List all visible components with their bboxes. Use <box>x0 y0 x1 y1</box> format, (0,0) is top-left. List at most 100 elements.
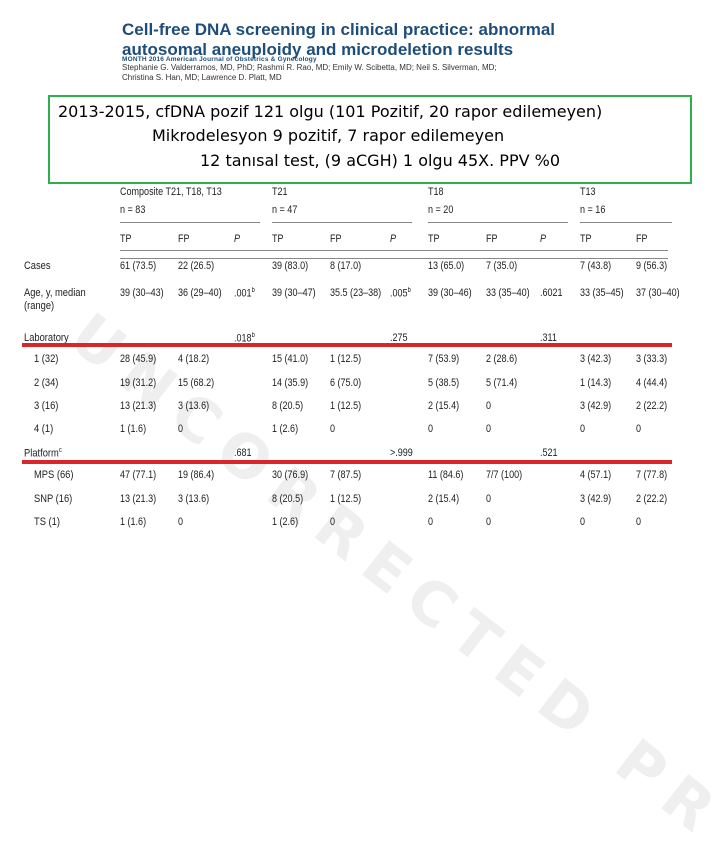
table-cell: 4 (18.2) <box>178 353 210 365</box>
table-cell: >.999 <box>390 447 413 459</box>
table-cell: 11 (84.6) <box>428 469 464 481</box>
table-cell: 22 (26.5) <box>178 260 215 272</box>
results-table: Composite T21, T18, T13 n = 83 T21 n = 47 T1… <box>22 186 680 528</box>
row-label: 2 (34) <box>34 377 59 389</box>
table-cell: 0 <box>428 516 434 528</box>
group-name: T21 <box>272 186 288 198</box>
paper-title-line1: Cell-free DNA screening in clinical prac… <box>122 20 556 39</box>
table-cell: 1 (12.5) <box>330 353 362 365</box>
table-cell: 33 (35–45) <box>580 287 624 299</box>
table-cell: 7 (77.8) <box>636 469 668 481</box>
table-cell: .521 <box>540 447 558 459</box>
table-cell: 19 (31.2) <box>120 377 157 389</box>
footnote-marker: b <box>407 287 411 294</box>
column-header: TP <box>120 233 132 245</box>
table-cell: 1 (2.6) <box>272 423 299 435</box>
table-cell: 1 (14.3) <box>580 377 612 389</box>
group-n: n = 83 <box>120 204 146 216</box>
table-cell: 30 (76.9) <box>272 469 309 481</box>
journal-text: MONTH 2016 American Journal of Obstetric… <box>122 56 317 63</box>
row-label: Laboratory <box>24 332 69 344</box>
row-label: 3 (16) <box>34 400 59 412</box>
table-cell: 1 (12.5) <box>330 400 362 412</box>
table-cell: 47 (77.1) <box>120 469 157 481</box>
table-cell: 13 (65.0) <box>428 260 465 272</box>
footnote-marker: b <box>251 332 255 339</box>
group-n: n = 20 <box>428 204 454 216</box>
table-cell: 7 (87.5) <box>330 469 362 481</box>
annotation-line3: 12 tanısal test, (9 aCGH) 1 olgu 45X. PP… <box>200 151 561 170</box>
table-cell: 3 (13.6) <box>178 400 210 412</box>
group-n: n = 47 <box>272 204 298 216</box>
paper-title: Cell-free DNA screening in clinical prac… <box>122 20 622 60</box>
table-cell: 1 (1.6) <box>120 423 147 435</box>
table-cell: 4 (44.4) <box>636 377 668 389</box>
authors-line1: Stephanie G. Valderramos, MD, PhD; Rashm… <box>122 63 497 72</box>
table-cell: 0 <box>486 493 492 505</box>
table-cell: 0 <box>486 423 492 435</box>
annotation-line2: Mikrodelesyon 9 pozitif, 7 rapor edileme… <box>152 126 505 145</box>
table-cell: 35.5 (23–38) <box>330 287 382 299</box>
annotation-line1: 2013-2015, cfDNA pozif 121 olgu (101 Poz… <box>58 102 603 121</box>
column-header: TP <box>428 233 440 245</box>
table-rule <box>120 258 668 259</box>
row-label: TS (1) <box>34 516 60 528</box>
row-label-cont: (range) <box>24 300 55 312</box>
table-cell: .018b <box>234 332 255 345</box>
column-header: TP <box>272 233 284 245</box>
journal-line: MONTH 2016 American Journal of Obstetric… <box>122 56 317 63</box>
table-cell: 19 (86.4) <box>178 469 215 481</box>
group-name: T18 <box>428 186 444 198</box>
column-header: TP <box>580 233 592 245</box>
table-cell: 15 (68.2) <box>178 377 215 389</box>
table-cell: 3 (42.9) <box>580 493 612 505</box>
table-cell: 33 (35–40) <box>486 287 530 299</box>
table-cell: 7 (53.9) <box>428 353 460 365</box>
table-cell: 0 <box>178 423 184 435</box>
row-label: Platformc <box>24 447 62 460</box>
table-cell: 0 <box>636 516 642 528</box>
table-cell: .275 <box>390 332 408 344</box>
highlight-rule <box>22 343 672 347</box>
table-cell: 6 (75.0) <box>330 377 362 389</box>
footnote-marker: c <box>58 447 62 454</box>
column-header: FP <box>486 233 498 245</box>
table-cell: 8 (20.5) <box>272 400 304 412</box>
table-cell: 7 (43.8) <box>580 260 612 272</box>
table-cell: .005b <box>390 287 411 300</box>
table-cell: 1 (2.6) <box>272 516 299 528</box>
footnote-marker: b <box>251 287 255 294</box>
table-cell: 39 (30–46) <box>428 287 472 299</box>
annotation-box: 2013-2015, cfDNA pozif 121 olgu (101 Poz… <box>48 95 692 184</box>
authors-line2: Christina S. Han, MD; Lawrence D. Platt,… <box>122 73 282 82</box>
column-header: FP <box>178 233 190 245</box>
table-cell: 14 (35.9) <box>272 377 309 389</box>
table-cell: 0 <box>580 423 586 435</box>
table-cell: 13 (21.3) <box>120 400 157 412</box>
table-cell: 2 (22.2) <box>636 400 668 412</box>
table-cell: 3 (42.9) <box>580 400 612 412</box>
row-label: 4 (1) <box>34 423 54 435</box>
table-cell: 5 (71.4) <box>486 377 518 389</box>
group-n: n = 16 <box>580 204 606 216</box>
table-cell: 1 (1.6) <box>120 516 147 528</box>
table-cell: 4 (57.1) <box>580 469 612 481</box>
highlight-rule <box>22 460 672 464</box>
column-header: P <box>390 233 397 245</box>
table-cell: 9 (56.3) <box>636 260 668 272</box>
table-cell: 3 (42.3) <box>580 353 612 365</box>
column-header: P <box>540 233 547 245</box>
table-cell: .6021 <box>540 287 563 299</box>
table-cell: 0 <box>486 516 492 528</box>
row-label: Age, y, median <box>24 287 86 299</box>
table-cell: 2 (22.2) <box>636 493 668 505</box>
table-cell: 7/7 (100) <box>486 469 523 481</box>
table-rule <box>272 222 412 223</box>
table-cell: 36 (29–40) <box>178 287 222 299</box>
table-cell: .681 <box>234 447 252 459</box>
table-cell: 0 <box>428 423 434 435</box>
table-cell: 2 (28.6) <box>486 353 518 365</box>
table-rule <box>428 222 568 223</box>
table-rule <box>120 250 668 251</box>
table-cell: .311 <box>540 332 557 344</box>
